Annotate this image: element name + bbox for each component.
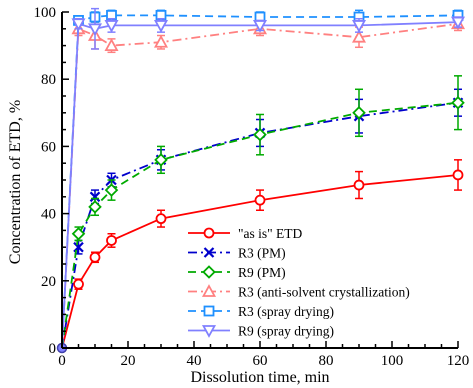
series-3 (61, 75, 465, 349)
data-point (87, 23, 103, 37)
data-point (253, 127, 267, 142)
data-point (89, 251, 101, 263)
x-tick-label: 0 (58, 353, 66, 369)
legend-label: R9 (PM) (238, 265, 286, 280)
data-point (254, 194, 266, 206)
legend: "as is" ETD R3 (PM) R9 (PM) R3 (anti-solven… (188, 226, 410, 339)
data-point (104, 20, 119, 33)
y-axis-title: Concentration of ETD, % (7, 100, 24, 264)
legend-marker (201, 284, 217, 297)
series-layer (56, 7, 466, 354)
legend-item-3: R9 (PM) (188, 265, 286, 280)
data-point (89, 191, 101, 203)
data-point (106, 235, 117, 246)
legend-label: "as is" ETD (238, 226, 303, 241)
data-point (153, 20, 169, 33)
data-point (351, 29, 367, 43)
legend-marker (203, 305, 215, 317)
legend-label: R3 (spray drying) (238, 304, 334, 319)
data-point (88, 200, 102, 214)
legend-label: R9 (spray drying) (238, 324, 334, 339)
data-point (71, 18, 86, 32)
data-point (155, 213, 167, 225)
series-line (61, 22, 459, 349)
y-tick-label: 20 (41, 274, 56, 290)
legend-marker (203, 247, 215, 258)
x-tick-label: 100 (381, 353, 404, 369)
axes-layer: 0 20 40 60 80 100 120 0 20 40 60 80 100 (34, 5, 470, 369)
y-tick-label: 0 (49, 341, 57, 357)
data-point (252, 20, 268, 33)
legend-marker (202, 265, 216, 279)
data-point (351, 20, 367, 33)
legend-label: R3 (anti-solvent crystallization) (238, 285, 410, 300)
legend-item-1: "as is" ETD (188, 226, 303, 241)
y-tick-label: 40 (41, 207, 56, 223)
data-point (104, 38, 119, 51)
series-line (61, 101, 459, 349)
data-point (452, 169, 464, 181)
data-point (71, 226, 86, 241)
x-tick-label: 40 (187, 353, 202, 369)
legend-item-5: R3 (spray drying) (188, 304, 334, 319)
y-tick-label: 100 (34, 5, 57, 21)
data-point (450, 16, 466, 30)
x-tick-label: 20 (121, 353, 136, 369)
data-point (353, 179, 365, 191)
data-point (104, 183, 119, 197)
series-line (61, 101, 459, 349)
legend-label: R3 (PM) (238, 246, 286, 261)
x-tick-label: 60 (253, 353, 268, 369)
x-axis-title: Dissolution time, min (190, 369, 329, 386)
data-point (352, 106, 366, 120)
legend-item-4: R3 (anti-solvent crystallization) (188, 284, 410, 300)
series-6 (61, 7, 466, 349)
y-tick-label: 80 (41, 72, 56, 88)
data-point (73, 278, 84, 290)
legend-item-6: R9 (spray drying) (188, 324, 334, 339)
data-point (153, 34, 169, 48)
x-tick-label: 80 (319, 353, 334, 369)
legend-item-2: R3 (PM) (188, 246, 286, 261)
legend-marker (203, 227, 215, 239)
data-point (154, 153, 168, 167)
data-point (451, 95, 465, 110)
x-tick-label: 120 (447, 353, 470, 369)
series-1 (61, 159, 464, 349)
legend-marker (201, 325, 217, 338)
y-tick-label: 60 (41, 139, 56, 155)
